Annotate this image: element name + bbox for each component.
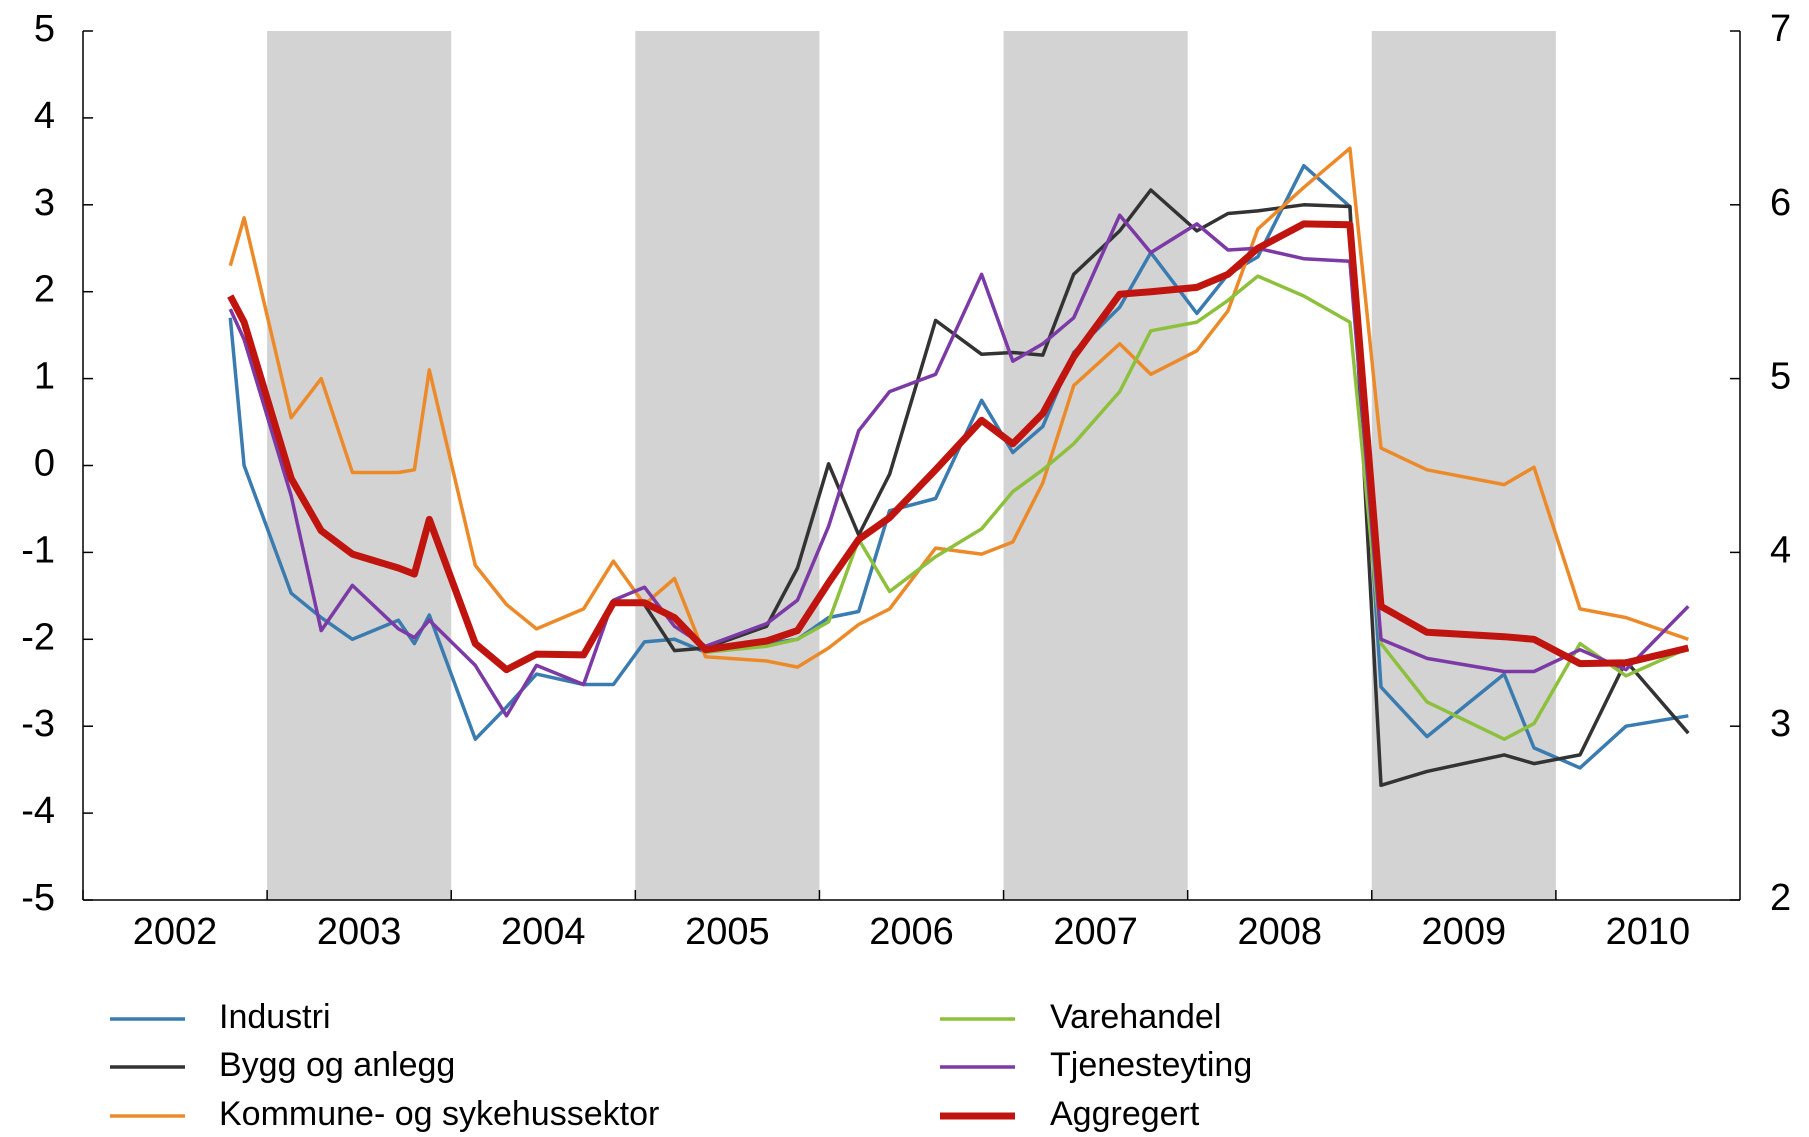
y2-tick-label: 3	[1770, 703, 1791, 745]
y-tick-label: -2	[21, 616, 55, 658]
shaded-band	[1003, 31, 1188, 900]
y-tick-label: 3	[34, 182, 55, 224]
y-tick-label: -3	[21, 703, 55, 745]
x-tick-label: 2009	[1422, 911, 1507, 953]
y-tick-label: 0	[34, 443, 55, 485]
y2-tick-label: 5	[1770, 356, 1791, 398]
x-tick-label: 2003	[317, 911, 402, 953]
y2-tick-label: 6	[1770, 182, 1791, 224]
y-tick-label: -5	[21, 877, 55, 919]
shaded-band	[1371, 31, 1556, 900]
y-tick-label: 1	[34, 356, 55, 398]
legend-label: Bygg og anlegg	[219, 1046, 455, 1084]
y2-tick-label: 7	[1770, 8, 1791, 50]
x-tick-label: 2006	[869, 911, 954, 953]
series-line	[227, 220, 1690, 674]
legend-label: Tjenesteyting	[1050, 1046, 1252, 1084]
x-tick-label: 2007	[1053, 911, 1138, 953]
y-tick-label: 5	[34, 8, 55, 50]
legend-label: Aggregert	[1050, 1095, 1200, 1133]
y-tick-label: -4	[21, 790, 55, 832]
x-tick-label: 2008	[1237, 911, 1322, 953]
legend-label: Industri	[219, 998, 331, 1036]
series-line	[228, 146, 1689, 669]
y-tick-label: -1	[21, 529, 55, 571]
y-tick-label: 4	[34, 95, 55, 137]
x-tick-label: 2002	[133, 911, 218, 953]
x-tick-label: 2004	[501, 911, 586, 953]
legend-label: Kommune- og sykehussektor	[219, 1095, 659, 1133]
x-tick-label: 2005	[685, 911, 770, 953]
y-tick-label: 2	[34, 269, 55, 311]
y2-tick-label: 2	[1770, 877, 1791, 919]
legend-label: Varehandel	[1050, 998, 1221, 1036]
y2-tick-label: 4	[1770, 529, 1791, 571]
shaded-band	[635, 31, 820, 900]
shaded-band	[267, 31, 452, 900]
x-tick-label: 2010	[1606, 911, 1691, 953]
series-line	[643, 188, 1690, 788]
